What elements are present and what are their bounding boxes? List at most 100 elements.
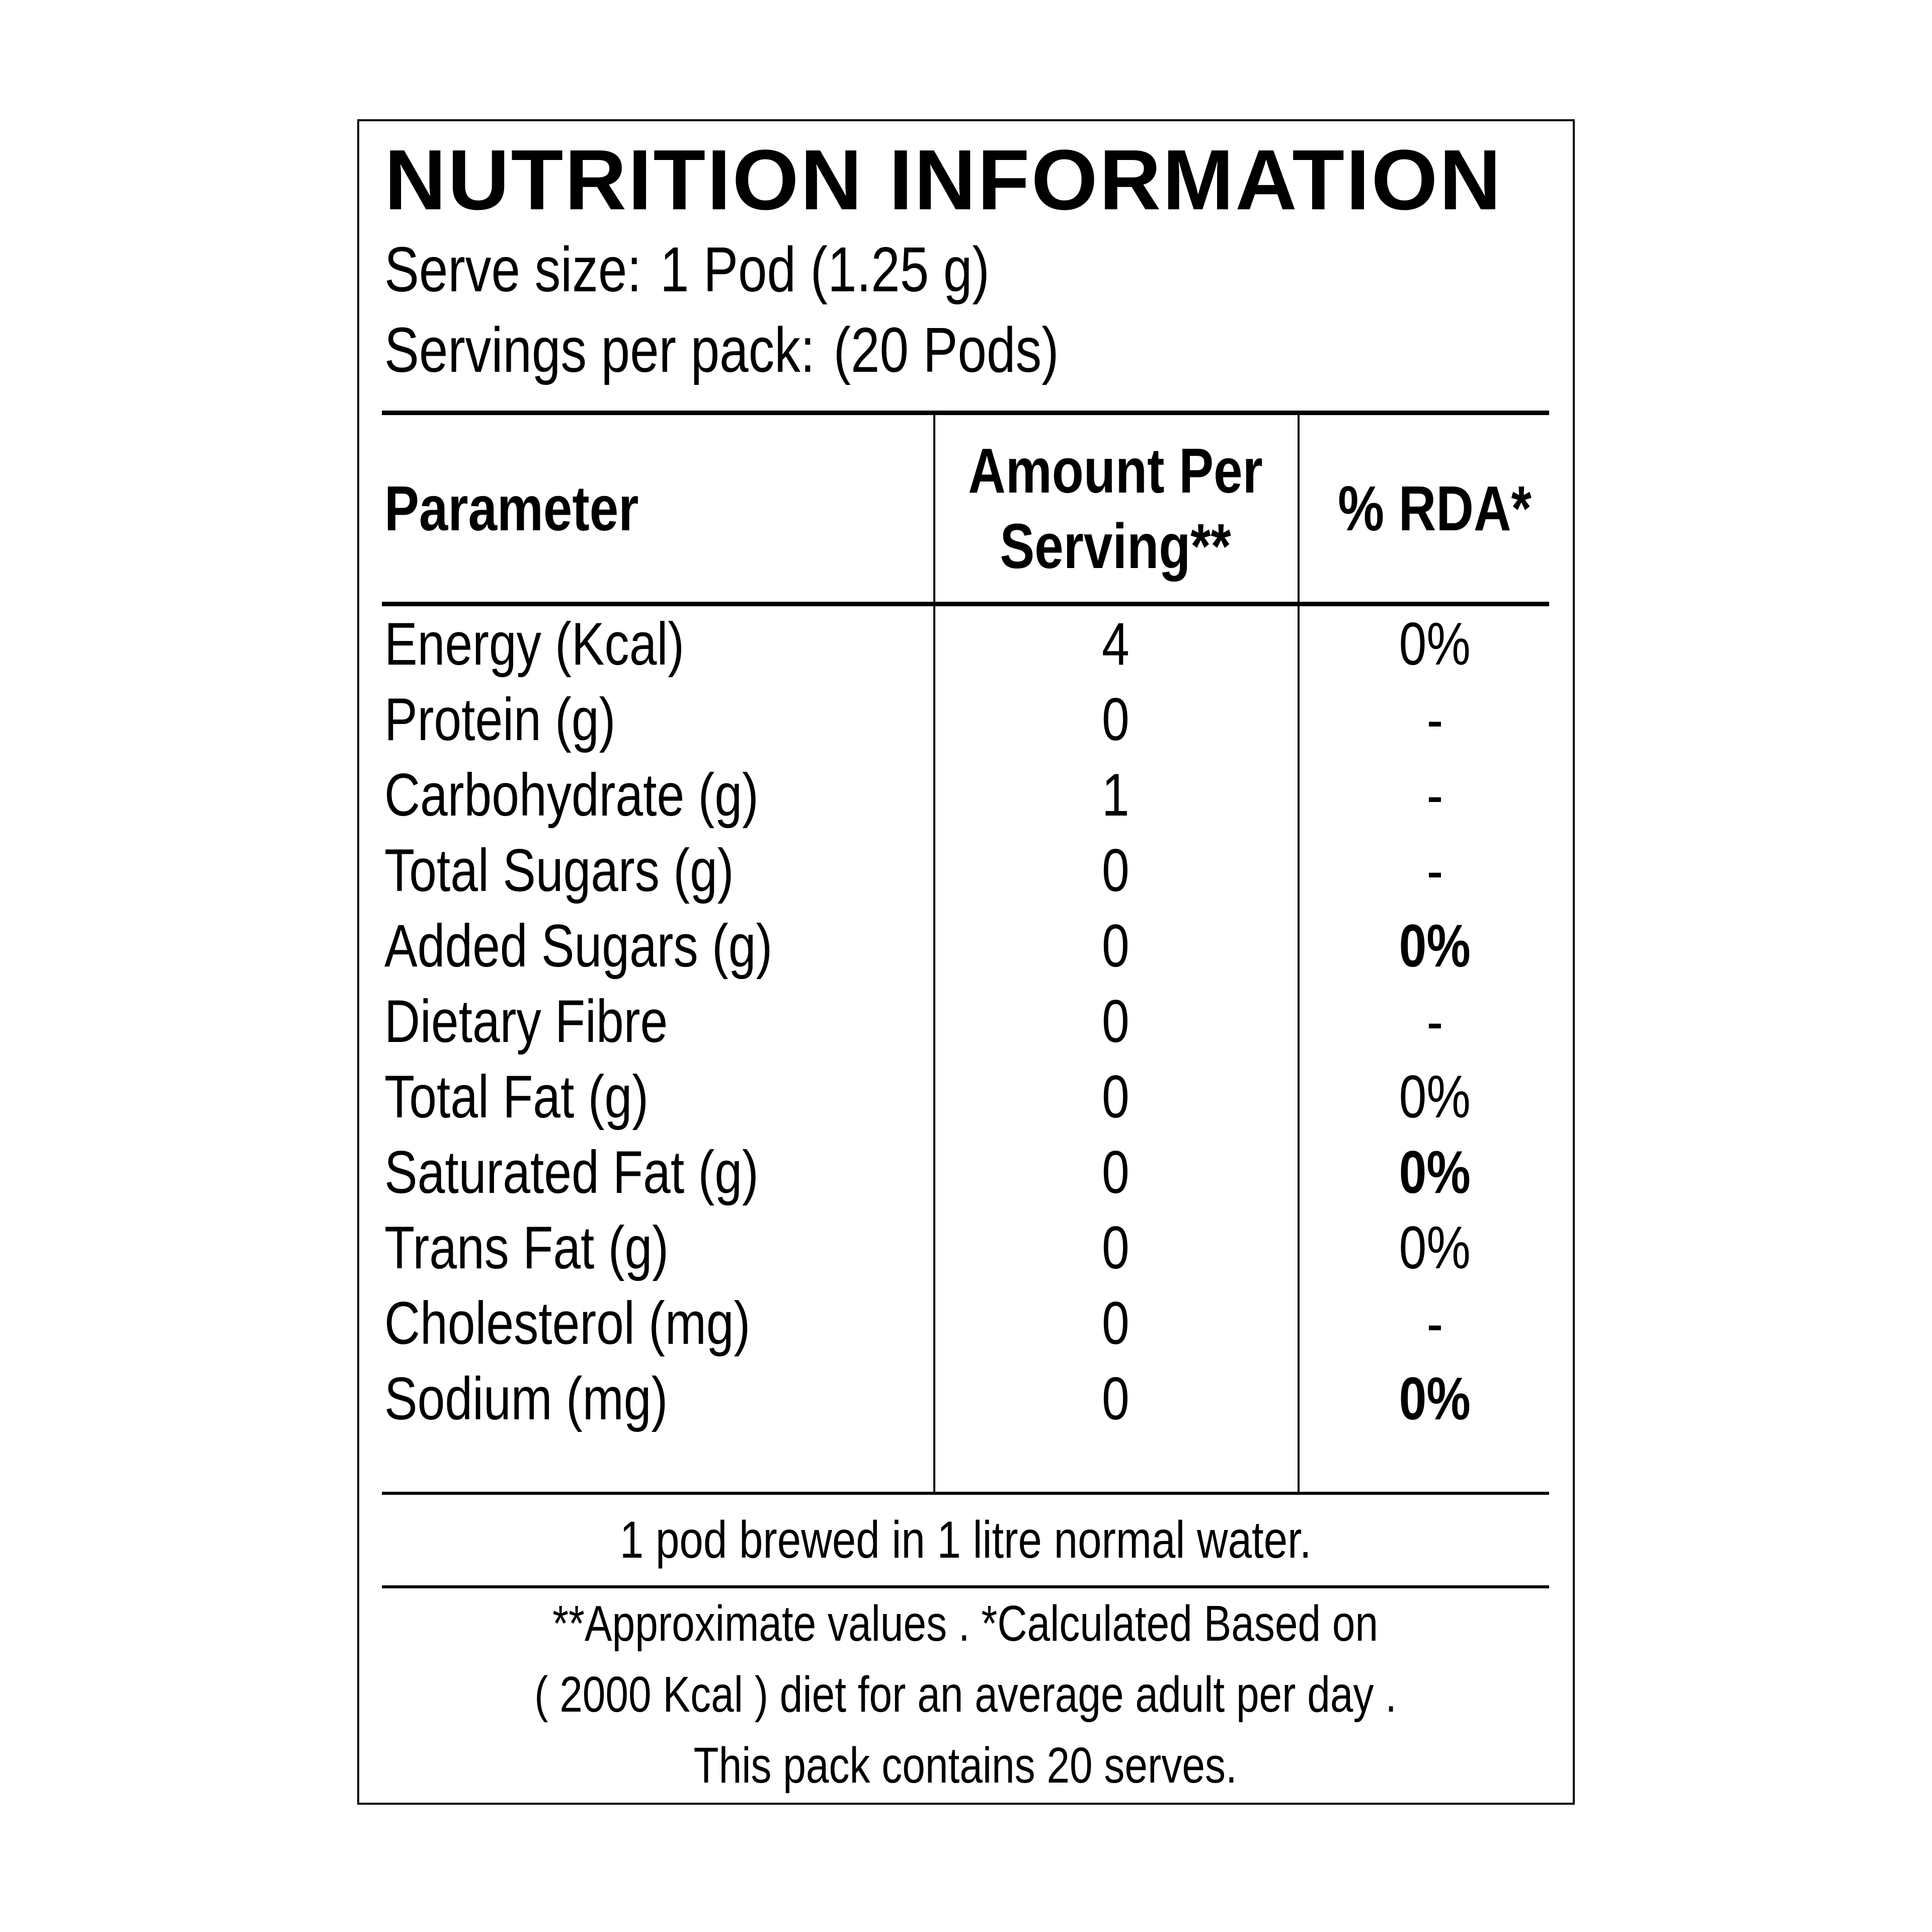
rda-cell: 0% — [1298, 1361, 1572, 1436]
parameter-cell: Cholesterol (mg) — [384, 1285, 930, 1361]
header-amount-cell: Amount Per Serving** — [933, 415, 1298, 602]
parameter-cell: Total Sugars (g) — [384, 833, 930, 908]
table-row: Energy (Kcal) 4 0% — [359, 606, 1572, 682]
footnote-line-1: **Approximate values . *Calculated Based… — [552, 1595, 1379, 1652]
footnote-line-3: This pack contains 20 serves. — [693, 1737, 1238, 1794]
parameter-cell: Added Sugars (g) — [384, 908, 930, 984]
table-row: Sodium (mg) 0 0% — [359, 1361, 1572, 1436]
table-row: Cholesterol (mg) 0 - — [359, 1285, 1572, 1361]
table-header-row: Parameter Amount Per Serving** % RDA* — [359, 415, 1572, 602]
brew-note: 1 pod brewed in 1 litre normal water. — [359, 1495, 1572, 1585]
header-bottom-rule — [382, 602, 1549, 606]
parameter-label: Protein (g) — [384, 686, 616, 753]
nutrition-table-body: Energy (Kcal) 4 0% Protein (g) 0 - Carbo… — [359, 606, 1572, 1436]
parameter-label: Total Fat (g) — [384, 1063, 649, 1131]
parameter-cell: Energy (Kcal) — [384, 606, 930, 682]
rda-cell: 0% — [1298, 1210, 1572, 1285]
table-bottom-rule — [382, 1492, 1549, 1495]
parameter-cell: Trans Fat (g) — [384, 1210, 930, 1285]
amount-cell: 0 — [933, 682, 1298, 757]
rda-value: 0% — [1399, 912, 1471, 980]
servings-per-pack-value: (20 Pods) — [833, 314, 1059, 385]
rda-value: - — [1426, 837, 1443, 904]
footnote-top-rule — [382, 1585, 1549, 1588]
header-rda-label: % RDA* — [1338, 473, 1532, 544]
amount-value: 0 — [1101, 1365, 1130, 1432]
parameter-label: Carbohydrate (g) — [384, 761, 759, 829]
rda-value: 0% — [1399, 1365, 1471, 1432]
nutrition-label-box: NUTRITION INFORMATION Serve size: 1 Pod (… — [357, 119, 1575, 1805]
parameter-cell: Carbohydrate (g) — [384, 757, 930, 833]
table-row: Carbohydrate (g) 1 - — [359, 757, 1572, 833]
header-amount-line-1: Amount Per — [968, 435, 1263, 506]
header-parameter-cell: Parameter — [384, 415, 930, 602]
parameter-cell: Sodium (mg) — [384, 1361, 930, 1436]
parameter-label: Cholesterol (mg) — [384, 1290, 751, 1357]
parameter-label: Trans Fat (g) — [384, 1214, 669, 1281]
table-row: Added Sugars (g) 0 0% — [359, 908, 1572, 984]
parameter-label: Sodium (mg) — [384, 1365, 668, 1432]
parameter-cell: Total Fat (g) — [384, 1059, 930, 1135]
serve-size-value: 1 Pod (1.25 g) — [660, 234, 990, 305]
table-row: Protein (g) 0 - — [359, 682, 1572, 757]
rda-cell: - — [1298, 984, 1572, 1059]
rda-cell: 0% — [1298, 908, 1572, 984]
parameter-label: Added Sugars (g) — [384, 912, 773, 980]
amount-cell: 0 — [933, 908, 1298, 984]
rda-cell: 0% — [1298, 1059, 1572, 1135]
parameter-cell: Protein (g) — [384, 682, 930, 757]
serve-size-line: Serve size: 1 Pod (1.25 g) — [384, 234, 1122, 305]
amount-cell: 0 — [933, 833, 1298, 908]
rda-value: 0% — [1399, 610, 1471, 678]
table-row: Total Fat (g) 0 0% — [359, 1059, 1572, 1135]
servings-per-pack-line: Servings per pack: (20 Pods) — [384, 315, 1207, 385]
amount-value: 0 — [1101, 1139, 1130, 1206]
rda-cell: - — [1298, 757, 1572, 833]
table-row: Saturated Fat (g) 0 0% — [359, 1135, 1572, 1210]
parameter-label: Saturated Fat (g) — [384, 1139, 759, 1206]
parameter-label: Total Sugars (g) — [384, 837, 734, 904]
amount-value: 0 — [1101, 912, 1130, 980]
table-top-rule — [382, 411, 1549, 415]
amount-value: 0 — [1101, 1290, 1130, 1357]
table-row: Trans Fat (g) 0 0% — [359, 1210, 1572, 1285]
footnote: **Approximate values . *Calculated Based… — [359, 1588, 1572, 1801]
amount-value: 0 — [1101, 686, 1130, 753]
rda-value: - — [1426, 1290, 1443, 1357]
parameter-label: Dietary Fibre — [384, 988, 668, 1055]
brew-note-text: 1 pod brewed in 1 litre normal water. — [619, 1510, 1312, 1569]
rda-value: 0% — [1399, 1139, 1471, 1206]
amount-cell: 0 — [933, 1059, 1298, 1135]
amount-cell: 0 — [933, 1210, 1298, 1285]
nutrition-information-title: NUTRITION INFORMATION — [384, 132, 1503, 228]
amount-value: 4 — [1101, 610, 1130, 678]
amount-value: 0 — [1101, 1063, 1130, 1131]
amount-value: 0 — [1101, 1214, 1130, 1281]
amount-value: 1 — [1101, 761, 1130, 829]
amount-cell: 0 — [933, 1135, 1298, 1210]
rda-cell: 0% — [1298, 1135, 1572, 1210]
table-row: Total Sugars (g) 0 - — [359, 833, 1572, 908]
rda-cell: - — [1298, 682, 1572, 757]
column-divider-2 — [1298, 415, 1300, 1492]
serve-size-label: Serve size: — [384, 234, 642, 305]
amount-value: 0 — [1101, 988, 1130, 1055]
rda-value: - — [1426, 761, 1443, 829]
amount-cell: 0 — [933, 984, 1298, 1059]
servings-per-pack-text: Servings per pack: (20 Pods) — [384, 315, 1059, 385]
header-parameter-label: Parameter — [384, 473, 639, 544]
amount-cell: 1 — [933, 757, 1298, 833]
amount-cell: 0 — [933, 1361, 1298, 1436]
serve-size-text: Serve size: 1 Pod (1.25 g) — [384, 234, 990, 305]
column-divider-1 — [933, 415, 935, 1492]
rda-value: - — [1426, 686, 1443, 753]
amount-cell: 4 — [933, 606, 1298, 682]
amount-cell: 0 — [933, 1285, 1298, 1361]
header-rda-cell: % RDA* — [1298, 415, 1572, 602]
servings-per-pack-label: Servings per pack: — [384, 314, 815, 385]
header-amount-line-2: Serving** — [1000, 510, 1231, 582]
amount-value: 0 — [1101, 837, 1130, 904]
rda-cell: - — [1298, 833, 1572, 908]
rda-value: - — [1426, 988, 1443, 1055]
